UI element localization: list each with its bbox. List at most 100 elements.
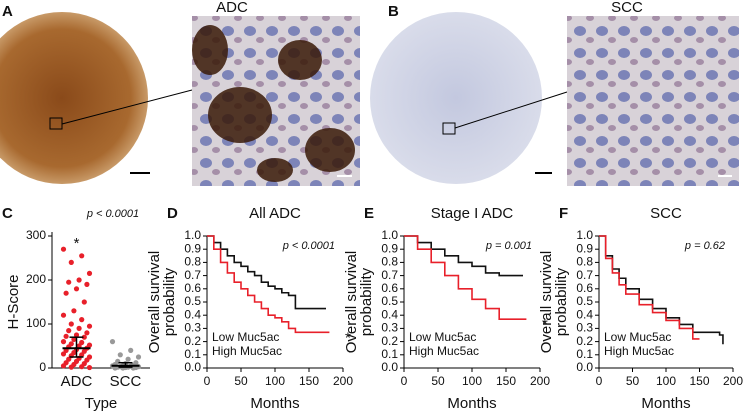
data-point [76, 277, 82, 283]
data-point [68, 259, 74, 265]
annotation: p < 0.0001 [282, 240, 335, 252]
data-point [117, 352, 123, 358]
y-tick-label: 0.1 [381, 347, 398, 361]
y-tick-label: 0.5 [576, 294, 593, 308]
y-tick-label: 0.0 [184, 360, 201, 374]
data-point [68, 364, 74, 370]
x-tick-label: 100 [462, 374, 482, 388]
y-tick-label: 0.4 [576, 307, 593, 321]
panel-label: E [364, 205, 374, 222]
x-axis-label: Months [447, 395, 496, 412]
survival-curve [404, 235, 527, 320]
y-axis-label: Overall survival [146, 251, 163, 354]
x-tick-label: 0 [596, 374, 603, 388]
y-tick-label: 0.9 [576, 241, 593, 255]
data-point [60, 363, 67, 369]
y-tick-label: 0.8 [184, 255, 201, 269]
x-tick-label: 150 [299, 374, 319, 388]
tissue-core [0, 12, 148, 184]
panel-label: D [167, 205, 178, 222]
y-tick-label: 0.4 [381, 307, 398, 321]
panel-label: C [2, 205, 13, 222]
data-point [60, 351, 67, 357]
x-tick-label: 0 [401, 374, 408, 388]
y-tick-label: 0.8 [381, 255, 398, 269]
x-tick-label: ADC [61, 373, 93, 390]
y-tick-label: 0.7 [576, 268, 593, 282]
x-tick-label: 50 [431, 374, 445, 388]
data-point [73, 332, 80, 338]
data-point [109, 339, 116, 345]
significance-star: * [542, 316, 548, 333]
y-tick-label: 0.6 [381, 281, 398, 295]
survival-curve [599, 235, 724, 345]
chart-title: Stage I ADC [431, 205, 514, 222]
y-axis-label: H-Score [5, 274, 22, 329]
y-tick-label: 0.6 [576, 281, 593, 295]
data-point [81, 334, 87, 340]
data-point [68, 321, 74, 327]
y-tick-label: 0 [39, 360, 46, 374]
legend-entry: High Muc5ac [604, 344, 674, 358]
chart-title: All ADC [249, 205, 301, 222]
y-tick-label: 1.0 [381, 228, 398, 242]
image-title: ADC [216, 0, 248, 16]
x-tick-label: 150 [496, 374, 516, 388]
y-tick-label: 0.0 [381, 360, 398, 374]
data-point [60, 339, 67, 345]
data-point [63, 290, 69, 296]
y-axis-label: probability [161, 267, 178, 336]
significance-star: * [74, 235, 80, 252]
significance-star: * [345, 329, 351, 346]
data-point [79, 253, 85, 259]
data-point [125, 356, 131, 362]
panel-label: A [2, 3, 13, 20]
survival-curve [207, 235, 326, 310]
panel-b-images: B SCC [370, 0, 739, 186]
y-tick-label: 200 [26, 272, 46, 286]
y-tick-label: 0.3 [381, 321, 398, 335]
legend-entry: Low Muc5ac [604, 330, 671, 344]
data-point [66, 279, 72, 285]
y-tick-label: 0.1 [184, 347, 201, 361]
data-point [81, 299, 87, 305]
y-tick-label: 0.3 [184, 321, 201, 335]
zoom-line [61, 89, 193, 125]
y-tick-label: 0.4 [184, 307, 201, 321]
y-axis-label: probability [553, 267, 570, 336]
y-axis-label: Overall survival [538, 251, 555, 354]
zoom-line [454, 91, 568, 129]
x-tick-label: 200 [333, 374, 353, 388]
data-point [71, 336, 77, 342]
data-point [71, 308, 77, 314]
panel-label: F [559, 205, 568, 222]
survival-curve [404, 235, 523, 277]
legend-entry: Low Muc5ac [212, 330, 279, 344]
y-tick-label: 300 [26, 228, 46, 242]
data-point [135, 354, 142, 360]
annotation: p = 0.001 [485, 240, 532, 252]
data-point [79, 317, 85, 323]
annotation: p < 0.0001 [86, 208, 139, 220]
survival-curve [599, 235, 700, 340]
legend-entry: High Muc5ac [212, 344, 282, 358]
y-tick-label: 0.1 [576, 347, 593, 361]
data-point [86, 270, 93, 276]
inset-image [567, 16, 739, 186]
x-axis-label: Type [85, 395, 118, 412]
data-point [60, 246, 67, 252]
x-tick-label: SCC [110, 373, 142, 390]
x-tick-label: 100 [265, 374, 285, 388]
y-tick-label: 0.2 [381, 334, 398, 348]
survival-curve [207, 235, 330, 334]
x-axis-label: Months [641, 395, 690, 412]
data-point [84, 330, 90, 336]
y-tick-label: 0.8 [576, 255, 593, 269]
annotation: p = 0.62 [684, 240, 725, 252]
data-point [76, 325, 82, 331]
x-tick-label: 150 [689, 374, 709, 388]
x-tick-label: 200 [530, 374, 550, 388]
data-point [60, 312, 67, 318]
